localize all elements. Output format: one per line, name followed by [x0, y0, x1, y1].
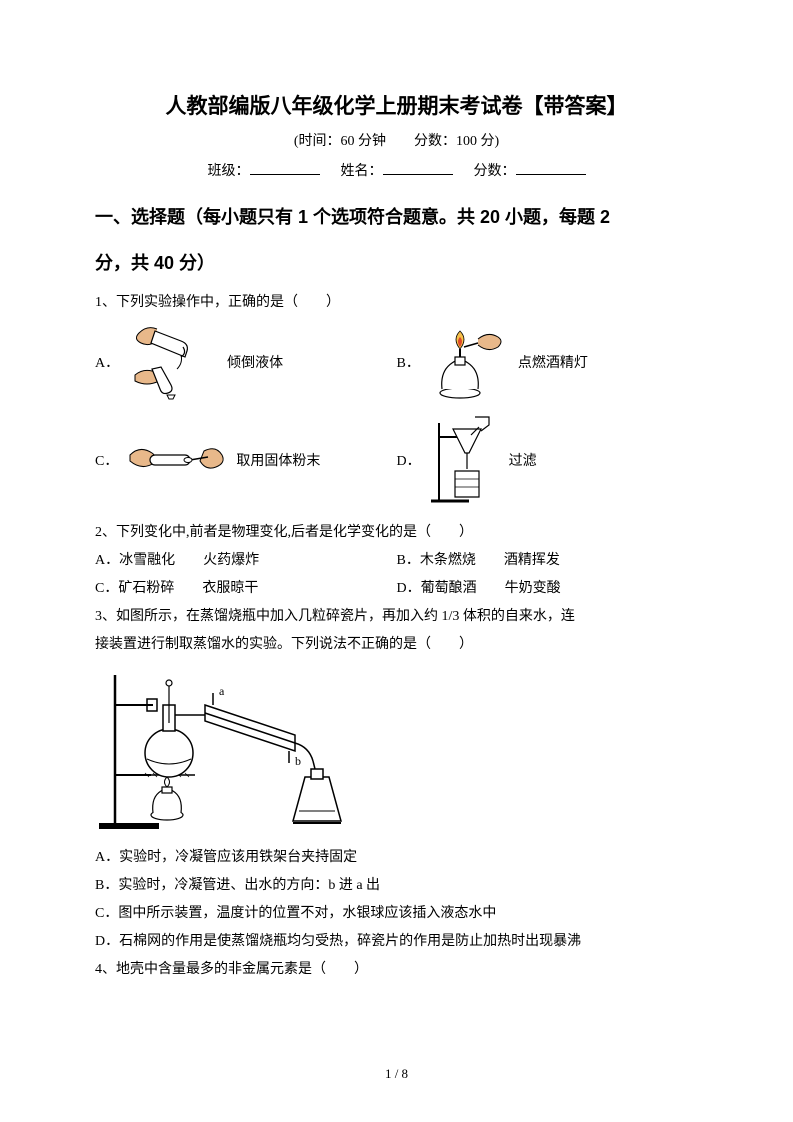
class-label: 班级：	[208, 164, 250, 179]
svg-text:b: b	[295, 754, 301, 768]
q2-c: C．矿石粉碎 衣服晾干	[95, 575, 397, 603]
page-number: 1 / 8	[0, 1066, 793, 1082]
q2-d: D．葡萄酿酒 牛奶变酸	[397, 575, 699, 603]
q4-stem: 4、地壳中含量最多的非金属元素是（ ）	[95, 956, 698, 984]
scoop-powder-icon	[126, 437, 226, 483]
q1-row-cd: C． 取用固体粉末 D．	[95, 415, 698, 505]
student-info-row: 班级： 姓名： 分数：	[95, 160, 698, 180]
q1-b-label: B．	[397, 352, 420, 372]
q3-d: D．石棉网的作用是使蒸馏烧瓶均匀受热，碎瓷片的作用是防止加热时出现暴沸	[95, 928, 698, 956]
exam-page: 人教部编版八年级化学上册期末考试卷【带答案】 (时间：60 分钟 分数：100 …	[0, 0, 793, 1122]
q1-c-label: C．	[95, 450, 118, 470]
q3-a: A．实验时，冷凝管应该用铁架台夹持固定	[95, 844, 698, 872]
q1-d-label: D．	[397, 450, 421, 470]
filter-icon	[429, 415, 499, 505]
q1-option-c: C． 取用固体粉末	[95, 437, 397, 483]
section-1-heading-line1: 一、选择题（每小题只有 1 个选项符合题意。共 20 小题，每题 2	[95, 198, 698, 238]
q3-stem-2: 接装置进行制取蒸馏水的实验。下列说法不正确的是（ ）	[95, 631, 698, 659]
q1-row-ab: A． 倾倒液体 B．	[95, 323, 698, 401]
q1-b-text: 点燃酒精灯	[518, 352, 588, 372]
time-score: (时间：60 分钟 分数：100 分)	[95, 130, 698, 150]
q1-option-b: B． 点燃酒精灯	[397, 323, 699, 401]
score-label: 分数：	[474, 164, 516, 179]
q1-stem: 1、下列实验操作中，正确的是（ ）	[95, 289, 698, 317]
q2-row-ab: A．冰雪融化 火药爆炸 B．木条燃烧 酒精挥发	[95, 547, 698, 575]
q2-row-cd: C．矿石粉碎 衣服晾干 D．葡萄酿酒 牛奶变酸	[95, 575, 698, 603]
alcohol-lamp-icon	[428, 323, 508, 401]
q2-a: A．冰雪融化 火药爆炸	[95, 547, 397, 575]
name-label: 姓名：	[341, 164, 383, 179]
q1-c-text: 取用固体粉末	[236, 450, 320, 470]
q1-a-label: A．	[95, 352, 119, 372]
q1-d-text: 过滤	[509, 450, 537, 470]
q1-option-d: D．	[397, 415, 699, 505]
q1-option-a: A． 倾倒液体	[95, 323, 397, 401]
q3-b: B．实验时，冷凝管进、出水的方向：b 进 a 出	[95, 872, 698, 900]
q3-c: C．图中所示装置，温度计的位置不对，水银球应该插入液态水中	[95, 900, 698, 928]
q1-a-text: 倾倒液体	[227, 352, 283, 372]
section-1-heading-line2: 分，共 40 分）	[95, 244, 698, 284]
page-title: 人教部编版八年级化学上册期末考试卷【带答案】	[95, 90, 698, 120]
name-blank[interactable]	[383, 160, 453, 175]
distillation-apparatus-icon: a b	[95, 665, 375, 835]
q2-stem: 2、下列变化中,前者是物理变化,后者是化学变化的是（ ）	[95, 519, 698, 547]
score-blank[interactable]	[516, 160, 586, 175]
q2-b: B．木条燃烧 酒精挥发	[397, 547, 699, 575]
pour-liquid-icon	[127, 323, 217, 401]
svg-text:a: a	[219, 684, 225, 698]
q3-stem-1: 3、如图所示，在蒸馏烧瓶中加入几粒碎瓷片，再加入约 1/3 体积的自来水，连	[95, 603, 698, 631]
class-blank[interactable]	[250, 160, 320, 175]
